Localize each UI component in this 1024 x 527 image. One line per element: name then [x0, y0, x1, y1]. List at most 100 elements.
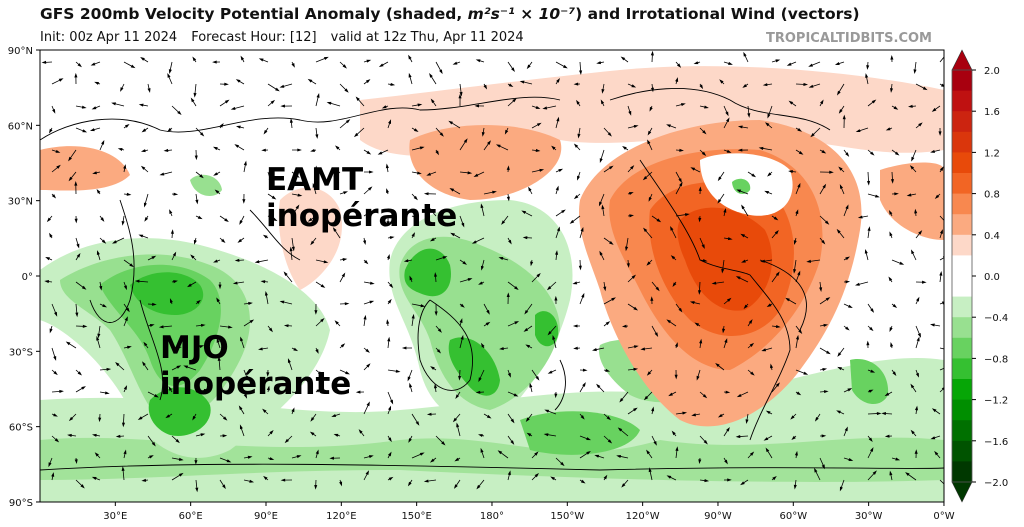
wind-vector [819, 323, 829, 327]
wind-vector [579, 61, 583, 76]
wind-vector [819, 281, 823, 293]
colorbar-tick-label: −0.8 [984, 354, 1008, 365]
wind-vector [795, 391, 802, 396]
wind-vector [429, 457, 437, 463]
wind-vector [498, 257, 509, 261]
wind-vector [280, 478, 293, 482]
wind-vector [238, 405, 245, 415]
wind-vector [239, 424, 245, 437]
wind-vector [793, 237, 797, 245]
wind-vector [45, 256, 53, 261]
wind-vector [793, 259, 797, 274]
colorbar-bin [952, 111, 972, 133]
wind-vector [75, 369, 82, 376]
wind-vector [596, 383, 605, 393]
wind-vector [647, 127, 653, 136]
wind-vector [363, 314, 367, 327]
wind-vector [216, 338, 221, 349]
wind-vector [99, 281, 103, 291]
wind-vector [771, 476, 777, 481]
anomaly-region [850, 359, 889, 405]
chart-title: GFS 200mb Velocity Potential Anomaly (sh… [40, 5, 860, 23]
wind-vector [74, 72, 78, 85]
wind-vector [147, 455, 154, 459]
wind-vector [627, 367, 639, 371]
wind-vector [123, 385, 128, 393]
wind-vector [675, 213, 690, 217]
wind-vector [409, 382, 413, 393]
wind-vector [449, 187, 461, 195]
wind-vector [723, 105, 729, 117]
wind-vector [723, 149, 732, 153]
wind-vector [867, 325, 874, 332]
wind-vector [699, 127, 707, 135]
wind-vector [668, 391, 677, 397]
colorbar-bin [952, 317, 972, 339]
wind-vector [627, 214, 634, 218]
wind-vector [740, 233, 749, 239]
wind-vector [48, 457, 53, 468]
colorbar-bin [952, 131, 972, 153]
wind-vector [740, 479, 749, 486]
wind-vector [930, 149, 941, 153]
wind-vector [693, 61, 701, 65]
wind-vector [329, 456, 341, 460]
wind-vector [140, 149, 149, 153]
lat-axis: 90°N 60°N 30°N 0° 30°S 60°S 90°S [8, 46, 40, 509]
wind-vector [719, 79, 725, 85]
wind-vector [890, 171, 894, 184]
wind-vector [456, 422, 461, 437]
wind-vector [478, 281, 485, 285]
wind-vector [552, 335, 557, 349]
wind-vector [675, 446, 679, 459]
wind-vector [314, 165, 318, 173]
wind-vector [771, 271, 780, 283]
wind-vector [90, 61, 101, 66]
wind-vector [647, 139, 653, 151]
wind-vector [291, 148, 302, 152]
wind-vector [627, 274, 636, 283]
wind-vector [147, 435, 156, 447]
wind-vector [622, 145, 629, 151]
wind-vector [144, 215, 149, 222]
wind-vector [163, 148, 173, 152]
wind-vector [814, 413, 821, 422]
wind-vector [243, 391, 248, 399]
wind-vector [675, 148, 684, 152]
wind-vector [134, 279, 149, 283]
wind-vector [723, 61, 733, 65]
wind-vector [507, 391, 519, 397]
wind-vector [195, 345, 205, 349]
wind-vector [219, 413, 228, 421]
wind-vectors [41, 50, 944, 493]
wind-vector [723, 426, 730, 437]
subtitle: Init: 00z Apr 11 2024 Forecast Hour: [12]… [40, 30, 538, 45]
wind-vector [771, 382, 780, 393]
wind-vector [171, 192, 179, 196]
wind-vector [387, 435, 392, 443]
wind-vector [483, 303, 490, 315]
lon-label: 90°W [704, 511, 732, 522]
wind-vector [387, 236, 395, 240]
wind-vector [475, 390, 485, 394]
lat-label: 60°N [8, 121, 33, 132]
wind-vector [387, 82, 396, 86]
wind-vector [723, 207, 727, 217]
wind-vector [579, 435, 592, 441]
wind-vector [99, 139, 105, 151]
wind-vector [363, 149, 372, 155]
wind-vector [617, 427, 629, 437]
lon-label: 120°W [626, 511, 660, 522]
wind-vector [666, 475, 677, 481]
wind-vector [243, 369, 249, 381]
wind-vector [167, 73, 173, 85]
wind-vector [603, 368, 611, 372]
wind-vector [450, 232, 461, 239]
wind-vector [452, 413, 461, 423]
wind-vector [576, 99, 581, 107]
wind-vector [767, 105, 773, 119]
wind-vector [453, 479, 461, 489]
wind-vector [735, 434, 749, 439]
wind-vector [507, 321, 520, 327]
wind-vector [819, 367, 828, 371]
